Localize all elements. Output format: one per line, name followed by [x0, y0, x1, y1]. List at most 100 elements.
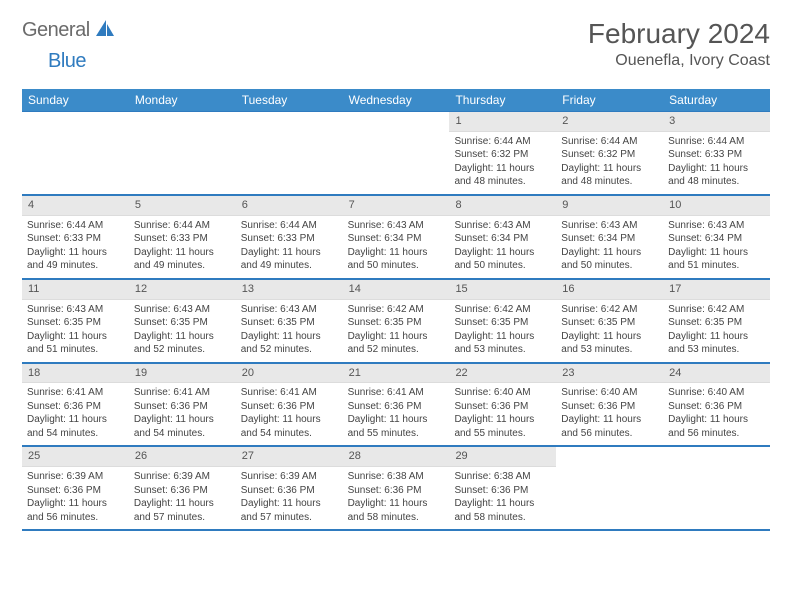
calendar-cell: 13Sunrise: 6:43 AMSunset: 6:35 PMDayligh…	[236, 280, 343, 362]
sunrise-line: Sunrise: 6:43 AM	[561, 219, 658, 233]
daylight-line: Daylight: 11 hours and 55 minutes.	[454, 413, 551, 440]
daylight-line: Daylight: 11 hours and 54 minutes.	[241, 413, 338, 440]
day-body: Sunrise: 6:42 AMSunset: 6:35 PMDaylight:…	[343, 300, 450, 362]
calendar-cell: 26Sunrise: 6:39 AMSunset: 6:36 PMDayligh…	[129, 447, 236, 529]
sunrise-line: Sunrise: 6:38 AM	[454, 470, 551, 484]
calendar-cell: 6Sunrise: 6:44 AMSunset: 6:33 PMDaylight…	[236, 196, 343, 278]
daylight-line: Daylight: 11 hours and 55 minutes.	[348, 413, 445, 440]
calendar-cell: 10Sunrise: 6:43 AMSunset: 6:34 PMDayligh…	[663, 196, 770, 278]
month-title: February 2024	[588, 18, 770, 50]
day-number: 26	[129, 447, 236, 467]
day-number: 12	[129, 280, 236, 300]
day-number: 19	[129, 364, 236, 384]
calendar-cell: 9Sunrise: 6:43 AMSunset: 6:34 PMDaylight…	[556, 196, 663, 278]
calendar-cell-empty	[556, 447, 663, 529]
calendar-cell-empty	[663, 447, 770, 529]
sunrise-line: Sunrise: 6:41 AM	[348, 386, 445, 400]
sunset-line: Sunset: 6:35 PM	[348, 316, 445, 330]
calendar-cell-empty	[343, 112, 450, 194]
daylight-line: Daylight: 11 hours and 48 minutes.	[561, 162, 658, 189]
sunrise-line: Sunrise: 6:42 AM	[668, 303, 765, 317]
calendar-cell: 8Sunrise: 6:43 AMSunset: 6:34 PMDaylight…	[449, 196, 556, 278]
daylight-line: Daylight: 11 hours and 50 minutes.	[348, 246, 445, 273]
sunrise-line: Sunrise: 6:43 AM	[134, 303, 231, 317]
day-body: Sunrise: 6:42 AMSunset: 6:35 PMDaylight:…	[663, 300, 770, 362]
daylight-line: Daylight: 11 hours and 53 minutes.	[561, 330, 658, 357]
day-number: 28	[343, 447, 450, 467]
sunset-line: Sunset: 6:34 PM	[348, 232, 445, 246]
day-body: Sunrise: 6:43 AMSunset: 6:34 PMDaylight:…	[449, 216, 556, 278]
calendar-cell: 22Sunrise: 6:40 AMSunset: 6:36 PMDayligh…	[449, 364, 556, 446]
sunrise-line: Sunrise: 6:42 AM	[348, 303, 445, 317]
calendar-cell: 7 Sunrise: 6:43 AMSunset: 6:34 PMDaylight…	[343, 196, 450, 278]
sunrise-line: Sunrise: 6:40 AM	[561, 386, 658, 400]
sunset-line: Sunset: 6:33 PM	[241, 232, 338, 246]
daylight-line: Daylight: 11 hours and 49 minutes.	[134, 246, 231, 273]
daylight-line: Daylight: 11 hours and 58 minutes.	[454, 497, 551, 524]
sunset-line: Sunset: 6:36 PM	[27, 400, 124, 414]
day-body: Sunrise: 6:41 AMSunset: 6:36 PMDaylight:…	[343, 383, 450, 445]
calendar-cell: 5Sunrise: 6:44 AMSunset: 6:33 PMDaylight…	[129, 196, 236, 278]
sunrise-line: Sunrise: 6:41 AM	[27, 386, 124, 400]
sunset-line: Sunset: 6:34 PM	[561, 232, 658, 246]
day-number: 23	[556, 364, 663, 384]
calendar-cell: 14Sunrise: 6:42 AMSunset: 6:35 PMDayligh…	[343, 280, 450, 362]
calendar-week-row: 4Sunrise: 6:44 AMSunset: 6:33 PMDaylight…	[22, 196, 770, 280]
calendar-cell: 25Sunrise: 6:39 AMSunset: 6:36 PMDayligh…	[22, 447, 129, 529]
sunset-line: Sunset: 6:35 PM	[241, 316, 338, 330]
daylight-line: Daylight: 11 hours and 50 minutes.	[454, 246, 551, 273]
day-body: Sunrise: 6:42 AMSunset: 6:35 PMDaylight:…	[556, 300, 663, 362]
sunrise-line: Sunrise: 6:44 AM	[561, 135, 658, 149]
weekday-header: Sunday	[22, 89, 129, 111]
day-number: 6	[236, 196, 343, 216]
day-number: 14	[343, 280, 450, 300]
calendar-cell: 1Sunrise: 6:44 AMSunset: 6:32 PMDaylight…	[449, 112, 556, 194]
sunrise-line: Sunrise: 6:44 AM	[241, 219, 338, 233]
calendar-cell: 20Sunrise: 6:41 AMSunset: 6:36 PMDayligh…	[236, 364, 343, 446]
day-body: Sunrise: 6:39 AMSunset: 6:36 PMDaylight:…	[129, 467, 236, 529]
day-body: Sunrise: 6:41 AMSunset: 6:36 PMDaylight:…	[22, 383, 129, 445]
calendar: SundayMondayTuesdayWednesdayThursdayFrid…	[22, 89, 770, 531]
daylight-line: Daylight: 11 hours and 57 minutes.	[241, 497, 338, 524]
day-body: Sunrise: 6:40 AMSunset: 6:36 PMDaylight:…	[556, 383, 663, 445]
day-number: 16	[556, 280, 663, 300]
sunset-line: Sunset: 6:36 PM	[241, 400, 338, 414]
calendar-cell: 2Sunrise: 6:44 AMSunset: 6:32 PMDaylight…	[556, 112, 663, 194]
daylight-line: Daylight: 11 hours and 56 minutes.	[668, 413, 765, 440]
calendar-cell: 4Sunrise: 6:44 AMSunset: 6:33 PMDaylight…	[22, 196, 129, 278]
calendar-week-row: 11Sunrise: 6:43 AMSunset: 6:35 PMDayligh…	[22, 280, 770, 364]
calendar-cell: 18Sunrise: 6:41 AMSunset: 6:36 PMDayligh…	[22, 364, 129, 446]
logo-sail-icon	[94, 18, 116, 43]
day-body: Sunrise: 6:44 AMSunset: 6:33 PMDaylight:…	[663, 132, 770, 194]
calendar-week-row: 25Sunrise: 6:39 AMSunset: 6:36 PMDayligh…	[22, 447, 770, 531]
day-number: 29	[449, 447, 556, 467]
daylight-line: Daylight: 11 hours and 50 minutes.	[561, 246, 658, 273]
calendar-cell: 16Sunrise: 6:42 AMSunset: 6:35 PMDayligh…	[556, 280, 663, 362]
daylight-line: Daylight: 11 hours and 58 minutes.	[348, 497, 445, 524]
daylight-line: Daylight: 11 hours and 52 minutes.	[348, 330, 445, 357]
day-body: Sunrise: 6:41 AMSunset: 6:36 PMDaylight:…	[236, 383, 343, 445]
calendar-cell: 15Sunrise: 6:42 AMSunset: 6:35 PMDayligh…	[449, 280, 556, 362]
day-number: 22	[449, 364, 556, 384]
sunrise-line: Sunrise: 6:42 AM	[561, 303, 658, 317]
daylight-line: Daylight: 11 hours and 53 minutes.	[454, 330, 551, 357]
sunrise-line: Sunrise: 6:44 AM	[668, 135, 765, 149]
sunset-line: Sunset: 6:33 PM	[134, 232, 231, 246]
calendar-cell: 17Sunrise: 6:42 AMSunset: 6:35 PMDayligh…	[663, 280, 770, 362]
calendar-cell: 23Sunrise: 6:40 AMSunset: 6:36 PMDayligh…	[556, 364, 663, 446]
day-body: Sunrise: 6:40 AMSunset: 6:36 PMDaylight:…	[663, 383, 770, 445]
calendar-cell: 27Sunrise: 6:39 AMSunset: 6:36 PMDayligh…	[236, 447, 343, 529]
sunrise-line: Sunrise: 6:43 AM	[348, 219, 445, 233]
sunrise-line: Sunrise: 6:38 AM	[348, 470, 445, 484]
daylight-line: Daylight: 11 hours and 53 minutes.	[668, 330, 765, 357]
day-number: 7	[343, 196, 450, 216]
sunrise-line: Sunrise: 6:39 AM	[27, 470, 124, 484]
day-body: Sunrise: 6:40 AMSunset: 6:36 PMDaylight:…	[449, 383, 556, 445]
calendar-cell: 29Sunrise: 6:38 AMSunset: 6:36 PMDayligh…	[449, 447, 556, 529]
calendar-cell: 12Sunrise: 6:43 AMSunset: 6:35 PMDayligh…	[129, 280, 236, 362]
logo: General	[22, 18, 118, 43]
day-number: 3	[663, 112, 770, 132]
sunset-line: Sunset: 6:36 PM	[561, 400, 658, 414]
day-body: Sunrise: 6:38 AMSunset: 6:36 PMDaylight:…	[449, 467, 556, 529]
day-body: Sunrise: 6:44 AMSunset: 6:33 PMDaylight:…	[22, 216, 129, 278]
